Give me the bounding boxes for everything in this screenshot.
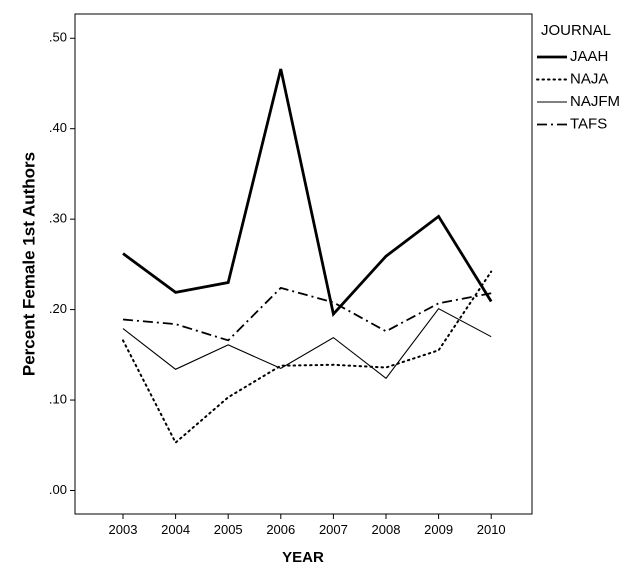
legend-label-najfm: NAJFM — [570, 93, 620, 110]
series-line-najfm — [122, 307, 492, 380]
plot-area-frame — [74, 13, 533, 515]
legend-items: JAAH NAJA NAJFM TAFS — [536, 48, 620, 132]
x-axis-ticks: 2003 2004 2005 2006 2007 2008 2009 2010 — [109, 514, 506, 537]
x-tick-label: 2003 — [109, 522, 138, 537]
x-tick-label: 2005 — [214, 522, 243, 537]
y-tick-label: .00 — [49, 482, 67, 497]
x-tick-label: 2009 — [424, 522, 453, 537]
x-tick-label: 2008 — [372, 522, 401, 537]
x-axis-title: YEAR — [282, 549, 324, 566]
y-tick-label: .40 — [49, 120, 67, 135]
x-tick-label: 2007 — [319, 522, 348, 537]
legend-label-jaah: JAAH — [570, 48, 608, 65]
x-tick-label: 2010 — [477, 522, 506, 537]
y-axis-ticks: .00 .10 .20 .30 .40 .50 — [49, 30, 75, 497]
series-line-tafs — [122, 286, 492, 342]
legend-title: JOURNAL — [541, 22, 611, 39]
series-lines — [122, 68, 493, 445]
legend-label-tafs: TAFS — [570, 115, 607, 132]
y-tick-label: .30 — [49, 211, 67, 226]
y-axis-title: Percent Female 1st Authors — [19, 152, 38, 376]
legend: JOURNAL JAAH NAJA NAJFM TAFS — [536, 22, 620, 132]
x-tick-label: 2004 — [161, 522, 190, 537]
y-tick-label: .10 — [49, 391, 67, 406]
y-tick-label: .20 — [49, 301, 67, 316]
y-tick-label: .50 — [49, 30, 67, 45]
x-tick-label: 2006 — [266, 522, 295, 537]
legend-label-naja: NAJA — [570, 70, 608, 87]
series-line-naja — [122, 270, 493, 445]
series-line-jaah — [122, 68, 493, 318]
